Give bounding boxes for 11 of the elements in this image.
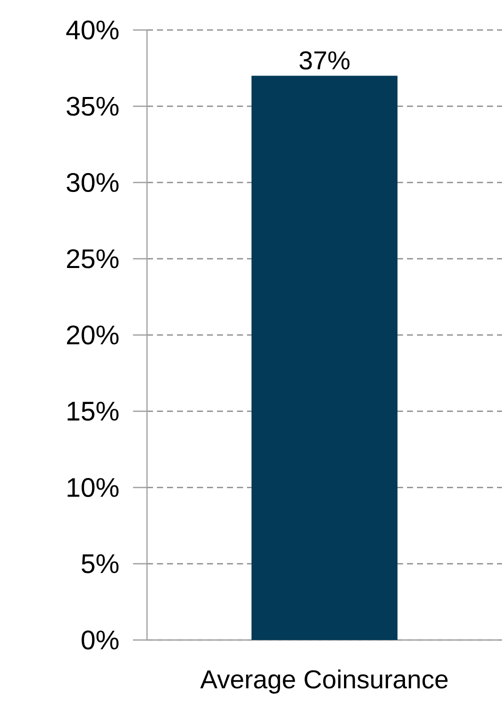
data-label: 37% xyxy=(300,51,350,70)
y-tick-label: 15% xyxy=(68,402,119,421)
x-tick-label: Average Coinsurance xyxy=(200,670,448,694)
y-tick-label: 30% xyxy=(66,172,119,192)
y-tick-label: 5% xyxy=(82,554,119,574)
y-tick-label: 40% xyxy=(66,20,119,40)
y-tick-label: 35% xyxy=(66,96,119,116)
y-tick-label: 0% xyxy=(82,630,119,650)
y-tick-label: 25% xyxy=(67,249,119,268)
y-tick-label: 10% xyxy=(68,478,119,498)
y-tick-label: 20% xyxy=(67,325,119,345)
